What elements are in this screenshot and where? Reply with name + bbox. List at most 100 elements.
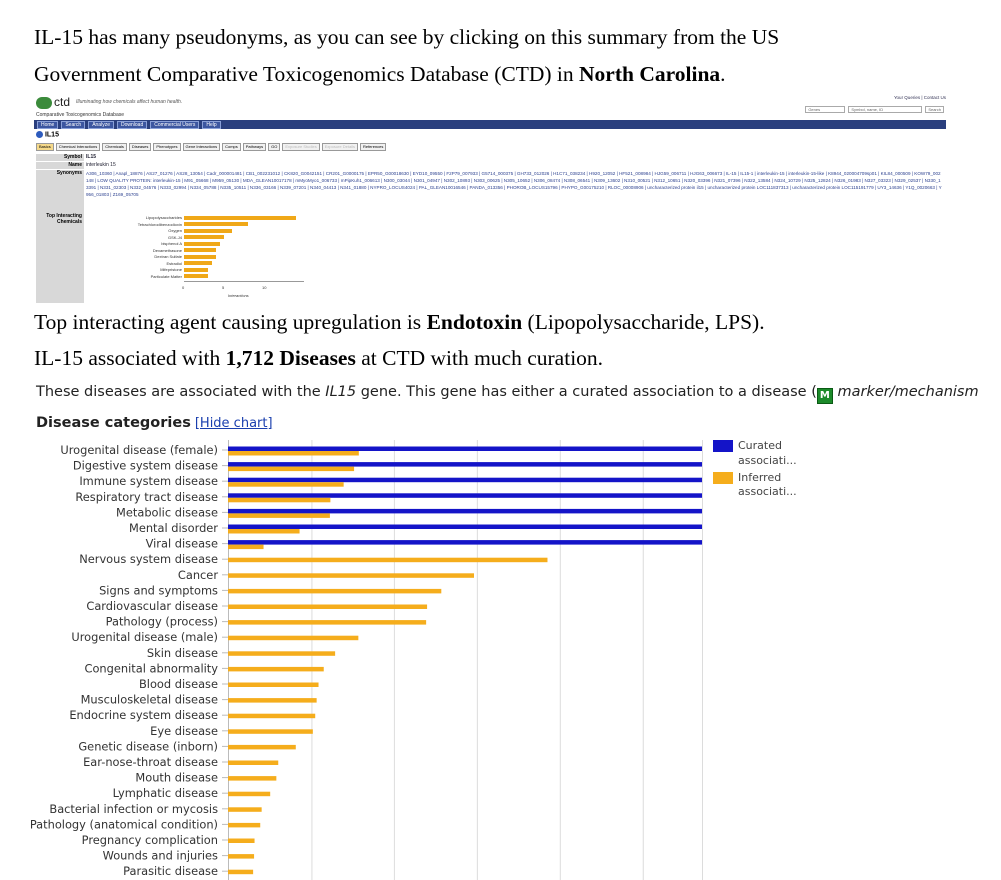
- name-label: Name: [36, 162, 84, 169]
- inferred-bar: [228, 760, 279, 765]
- ctd-tab[interactable]: Comps: [222, 143, 241, 151]
- ctd-tab[interactable]: GO: [268, 143, 281, 151]
- hide-chart-link[interactable]: [Hide chart]: [194, 416, 273, 431]
- ctd-tab[interactable]: Diseases: [128, 143, 152, 151]
- curated-bar: [228, 524, 702, 529]
- chart-category-label: Mental disorder: [129, 521, 218, 535]
- mini-chart-label: Oxygen: [168, 228, 182, 233]
- inferred-bar: [228, 729, 313, 734]
- disease-association-text: These diseases are associated with the I…: [36, 384, 979, 404]
- ctd-tab[interactable]: Chemicals: [102, 143, 127, 151]
- chart-category-label: Ear-nose-throat disease: [83, 755, 218, 769]
- ctd-tab[interactable]: Phenotypes: [153, 143, 181, 151]
- mini-chart-label: Estradiol: [166, 260, 182, 266]
- chart-header: Disease categories [Hide chart]: [36, 415, 273, 431]
- chart-category-label: Respiratory tract disease: [75, 490, 218, 504]
- inferred-bar: [228, 791, 271, 797]
- inferred-bar: [228, 557, 548, 563]
- ctd-search-scope[interactable]: Genes: [805, 106, 846, 113]
- para-top-agent: Top interacting agent causing upregulati…: [34, 310, 765, 334]
- ctd-nav-item[interactable]: Download: [116, 121, 148, 129]
- ctd-tab[interactable]: Exposure Studies: [282, 143, 320, 151]
- chart-category-label: Pathology (process): [106, 615, 218, 629]
- legend-inferred-text: Inferred: [738, 471, 781, 484]
- inferred-bar: [228, 482, 344, 487]
- inferred-bar: [228, 466, 355, 472]
- inferred-bar: [228, 666, 324, 672]
- chart-category-label: Digestive system disease: [73, 459, 218, 473]
- intro-line-1: IL-15 has many pseudonyms, as you can se…: [34, 25, 780, 49]
- mini-chart-label: Mifepristone: [160, 267, 182, 272]
- ctd-nav-item[interactable]: Analyze: [88, 121, 114, 129]
- top-chemicals-label: Top Interacting Chemicals: [36, 213, 84, 303]
- inferred-bar: [228, 854, 255, 859]
- ctd-tab[interactable]: Basics: [36, 143, 54, 151]
- inferred-bar: [228, 588, 442, 594]
- chart-category-label: Lymphatic disease: [113, 786, 218, 800]
- disease-line-text: These diseases are associated with the: [36, 384, 326, 400]
- disease-line-text-2: gene. This gene has either a curated ass…: [356, 384, 817, 400]
- ctd-nav-item[interactable]: Home: [37, 121, 59, 129]
- disease-line-badge-text: marker/mechanism: [832, 384, 979, 400]
- chart-category-label: Pregnancy complication: [82, 833, 218, 847]
- inferred-bar: [228, 698, 317, 703]
- ctd-tab[interactable]: Pathways: [242, 143, 267, 151]
- synonyms-value: A306_10360 | Anapl_18876 | AS27_01276 | …: [86, 171, 942, 197]
- chart-category-label: Metabolic disease: [116, 505, 218, 519]
- chart-category-label: Viral disease: [146, 537, 218, 551]
- inferred-bar: [228, 544, 264, 550]
- ctd-tab[interactable]: References: [359, 143, 387, 151]
- chart-category-label: Eye disease: [150, 724, 218, 738]
- mini-chart-bar: [184, 222, 248, 226]
- para2-text: Top interacting agent causing upregulati…: [34, 310, 427, 334]
- mini-chart-label: Tetrachlorodibenzodioxin: [137, 221, 182, 227]
- mini-chart-label: Dextran Sulfate: [154, 254, 182, 259]
- chart-category-label: Urogenital disease (male): [71, 630, 218, 644]
- curated-bar: [228, 493, 702, 498]
- ctd-nav-item[interactable]: Help: [202, 121, 221, 129]
- legend-inferred-swatch: [713, 472, 733, 484]
- ctd-search: Genes Symbol, name, ID Search: [805, 106, 944, 113]
- para3-bold: 1,712 Diseases: [225, 346, 356, 370]
- legend-curated-swatch: [713, 440, 733, 452]
- ctd-nav-item[interactable]: Search: [61, 121, 86, 129]
- intro-line-2-end: .: [720, 62, 726, 86]
- ctd-screenshot[interactable]: ctd Illuminating how chemicals affect hu…: [34, 93, 946, 303]
- mini-chart-label: Particulate Matter: [150, 273, 182, 279]
- ctd-tab[interactable]: Gene Interactions: [182, 143, 221, 151]
- chart-category-label: Wounds and injuries: [103, 849, 218, 863]
- ctd-tagline: Illuminating how chemicals affect human …: [76, 99, 183, 105]
- intro-line-2-text: Government Comparative Toxicogenomics Da…: [34, 62, 580, 86]
- para-diseases: IL-15 associated with 1,712 Diseases at …: [34, 346, 604, 370]
- ctd-subtitle: Comparative Toxicogenomics Database: [36, 112, 125, 118]
- ctd-tab[interactable]: Exposure Details: [321, 143, 358, 151]
- ctd-tab[interactable]: Chemical Interactions: [55, 143, 101, 151]
- ctd-search-input[interactable]: Symbol, name, ID: [848, 106, 923, 113]
- inferred-bar: [228, 822, 261, 828]
- ctd-logo-icon: [36, 96, 52, 109]
- gene-icon: [36, 131, 43, 138]
- chart-category-label: Skin disease: [147, 646, 218, 660]
- para3-text: IL-15 associated with: [34, 346, 226, 370]
- mini-chart-label: Lipopolysaccharides: [145, 215, 182, 220]
- legend-curated-text-2: associati...: [738, 454, 797, 467]
- ctd-nav-item[interactable]: Commercial Users: [150, 121, 200, 129]
- legend-inferred-text-2: associati...: [738, 485, 797, 498]
- mini-chart-xlabel: Interactions: [228, 293, 249, 298]
- curated-bar: [228, 462, 702, 467]
- ctd-nav: Home Search Analyze Download Commercial User…: [34, 120, 946, 129]
- chart-category-label: Urogenital disease (female): [60, 443, 218, 457]
- inferred-bar: [228, 744, 296, 750]
- inferred-bar: [228, 529, 300, 534]
- mini-chart-label: Dexamethasone: [152, 247, 182, 253]
- ctd-top-links[interactable]: Your Queries | Contact Us: [893, 95, 946, 100]
- para3-end: at CTD with much curation.: [355, 346, 604, 370]
- inferred-bar: [228, 497, 331, 503]
- ctd-search-button[interactable]: Search: [925, 106, 944, 113]
- mini-chart-bar: [184, 254, 216, 259]
- chart-category-label: Congenital abnormality: [85, 661, 219, 675]
- symbol-label: Symbol: [36, 154, 84, 161]
- mini-chart-tick: 5: [222, 285, 225, 290]
- symbol-value: IL15: [86, 154, 97, 160]
- top-chemicals-chart: Lipopolysaccharides Tetrachlorodibenzodio…: [86, 213, 346, 303]
